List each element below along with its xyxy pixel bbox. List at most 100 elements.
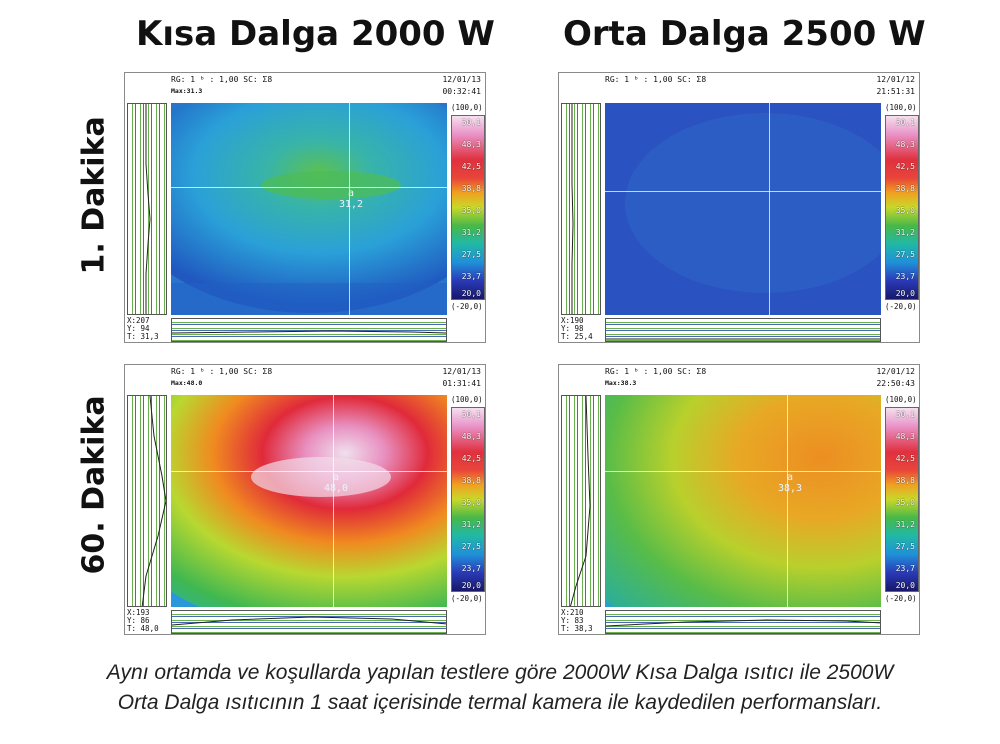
column-title-short-wave: Kısa Dalga 2000 W (136, 14, 495, 54)
scale-tick: 38,8 (895, 476, 915, 485)
scale-tick: 27,5 (895, 250, 915, 259)
caption-line-1: Aynı ortamda ve koşullarda yapılan testl… (106, 661, 894, 684)
range-info: RG: 1 ᵇ : 1,00 SC: Σ8 (171, 75, 273, 84)
caption-line-2: Orta Dalga ısıtıcının 1 saat içerisinde … (117, 691, 883, 714)
cursor-x: X:207 (127, 316, 150, 325)
cursor-temp: a 31,2 (338, 188, 364, 210)
date-label: 12/01/12 (876, 75, 915, 84)
scale-tick: 50,1 (461, 410, 481, 419)
range-info: RG: 1 ᵇ : 1,00 SC: Σ8 (605, 367, 707, 376)
cursor-x: X:190 (561, 316, 584, 325)
vertical-profile-graph (561, 395, 601, 607)
max-temp: Max:31.3 (171, 87, 203, 95)
scale-tick: 20,0 (461, 581, 481, 590)
date-label: 12/01/13 (442, 367, 481, 376)
range-info: RG: 1 ᵇ : 1,00 SC: Σ8 (605, 75, 707, 84)
scale-min: (-20,0) (451, 302, 483, 311)
cursor-y: Y: 86 (127, 616, 150, 625)
row-title-minute-60: 60. Dakika (76, 395, 112, 575)
horizontal-profile-graph (605, 318, 881, 342)
scale-tick: 27,5 (461, 542, 481, 551)
time-label: 00:32:41 (442, 87, 481, 96)
scale-tick: 35,0 (461, 498, 481, 507)
max-temp: Max:38.3 (605, 379, 637, 387)
thermal-image: a 31,2 (171, 103, 447, 315)
scale-tick: 35,0 (895, 206, 915, 215)
panel-info-bar: RG: 1 ᵇ : 1,00 SC: Σ8 Max:31.3 12/01/13 … (125, 73, 485, 101)
scale-tick: 20,0 (895, 581, 915, 590)
cursor-temp: a 38,3 (777, 472, 803, 494)
panel-info-bar: RG: 1 ᵇ : 1,00 SC: Σ8 12/01/12 21:51:31 (559, 73, 919, 101)
vertical-profile-graph (127, 103, 167, 315)
scale-tick: 23,7 (895, 272, 915, 281)
cursor-y: Y: 98 (561, 324, 584, 333)
scale-max: (100,0) (451, 395, 483, 404)
thermal-panel-short-wave-minute-60: RG: 1 ᵇ : 1,00 SC: Σ8 Max:48.0 12/01/13 … (124, 364, 486, 635)
thermal-panel-medium-wave-minute-60: RG: 1 ᵇ : 1,00 SC: Σ8 Max:38.3 12/01/12 … (558, 364, 920, 635)
scale-tick: 20,0 (461, 289, 481, 298)
horizontal-profile-graph (605, 610, 881, 634)
panel-info-bar: RG: 1 ᵇ : 1,00 SC: Σ8 Max:48.0 12/01/13 … (125, 365, 485, 393)
thermal-image: a 48,0 (171, 395, 447, 607)
scale-tick: 35,0 (895, 498, 915, 507)
thermal-image: a 38,3 (605, 395, 881, 607)
scale-max: (100,0) (885, 103, 917, 112)
vertical-profile-graph (561, 103, 601, 315)
column-title-medium-wave: Orta Dalga 2500 W (563, 14, 926, 54)
cursor-t: T: 48,0 (127, 624, 159, 633)
scale-tick: 31,2 (461, 228, 481, 237)
scale-max: (100,0) (885, 395, 917, 404)
vertical-profile-graph (127, 395, 167, 607)
cursor-readout: X:190 Y: 98 T: 25,4 (561, 317, 593, 341)
panel-info-bar: RG: 1 ᵇ : 1,00 SC: Σ8 Max:38.3 12/01/12 … (559, 365, 919, 393)
cursor-t: T: 31,3 (127, 332, 159, 341)
color-scale-bar: 50,1 48,3 42,5 38,8 35,0 31,2 27,5 23,7 … (885, 115, 919, 300)
caption: Aynı ortamda ve koşullarda yapılan testl… (0, 658, 1000, 718)
color-scale-bar: 50,1 48,3 42,5 38,8 35,0 31,2 27,5 23,7 … (885, 407, 919, 592)
scale-tick: 42,5 (461, 162, 481, 171)
scale-tick: 48,3 (895, 140, 915, 149)
time-label: 21:51:31 (876, 87, 915, 96)
cursor-y: Y: 83 (561, 616, 584, 625)
thermal-panel-short-wave-minute-1: RG: 1 ᵇ : 1,00 SC: Σ8 Max:31.3 12/01/13 … (124, 72, 486, 343)
scale-tick: 35,0 (461, 206, 481, 215)
thermal-image (605, 103, 881, 315)
scale-tick: 50,1 (895, 410, 915, 419)
scale-tick: 23,7 (895, 564, 915, 573)
scale-tick: 20,0 (895, 289, 915, 298)
cursor-t: T: 25,4 (561, 332, 593, 341)
scale-tick: 31,2 (461, 520, 481, 529)
scale-max: (100,0) (451, 103, 483, 112)
scale-tick: 31,2 (895, 520, 915, 529)
row-title-minute-1: 1. Dakika (76, 116, 112, 275)
date-label: 12/01/13 (442, 75, 481, 84)
cursor-x: X:210 (561, 608, 584, 617)
scale-tick: 50,1 (461, 118, 481, 127)
scale-tick: 42,5 (461, 454, 481, 463)
scale-tick: 48,3 (895, 432, 915, 441)
scale-min: (-20,0) (885, 302, 917, 311)
time-label: 22:50:43 (876, 379, 915, 388)
cursor-temp: a 48,0 (323, 472, 349, 494)
cursor-t: T: 38,3 (561, 624, 593, 633)
scale-tick: 38,8 (461, 476, 481, 485)
range-info: RG: 1 ᵇ : 1,00 SC: Σ8 (171, 367, 273, 376)
cursor-readout: X:210 Y: 83 T: 38,3 (561, 609, 593, 633)
scale-tick: 31,2 (895, 228, 915, 237)
color-scale-bar: 50,1 48,3 42,5 38,8 35,0 31,2 27,5 23,7 … (451, 115, 485, 300)
scale-tick: 27,5 (461, 250, 481, 259)
scale-tick: 38,8 (461, 184, 481, 193)
scale-tick: 23,7 (461, 564, 481, 573)
color-scale-bar: 50,1 48,3 42,5 38,8 35,0 31,2 27,5 23,7 … (451, 407, 485, 592)
max-temp: Max:48.0 (171, 379, 203, 387)
scale-tick: 48,3 (461, 140, 481, 149)
scale-tick: 23,7 (461, 272, 481, 281)
cursor-y: Y: 94 (127, 324, 150, 333)
horizontal-profile-graph (171, 318, 447, 342)
date-label: 12/01/12 (876, 367, 915, 376)
thermal-panel-medium-wave-minute-1: RG: 1 ᵇ : 1,00 SC: Σ8 12/01/12 21:51:31 … (558, 72, 920, 343)
scale-min: (-20,0) (451, 594, 483, 603)
scale-min: (-20,0) (885, 594, 917, 603)
scale-tick: 27,5 (895, 542, 915, 551)
cursor-readout: X:207 Y: 94 T: 31,3 (127, 317, 159, 341)
